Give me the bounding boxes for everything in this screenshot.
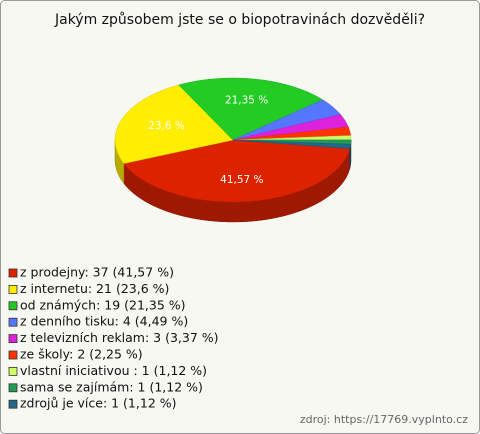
legend-label: z internetu: 21 (23,6 %) [20, 281, 169, 296]
legend-swatch [8, 301, 18, 311]
value-label: 41,57 % [220, 174, 263, 186]
legend-label: ze školy: 2 (2,25 %) [20, 347, 143, 362]
legend-label: vlastní iniciativou : 1 (1,12 %) [20, 363, 207, 378]
slice [123, 139, 351, 203]
slice [232, 139, 352, 149]
slice [114, 84, 234, 164]
source: zdroj: https://17769.vyplnto.cz [300, 413, 468, 426]
legend-label: zdrojů je více: 1 (1,12 %) [20, 396, 177, 411]
legend-swatch [8, 334, 18, 344]
legend-swatch [8, 366, 18, 376]
legend-swatch [8, 317, 18, 327]
legend-swatch [8, 284, 18, 294]
legend-label: z prodejny: 37 (41,57 %) [20, 265, 174, 280]
slice [178, 77, 324, 141]
legend-label: z televizních reklam: 3 (3,37 %) [20, 330, 219, 345]
legend-label: z denního tisku: 4 (4,49 %) [20, 314, 188, 329]
value-label: 23,6 % [148, 120, 185, 132]
legend-swatch [8, 383, 18, 393]
legend-swatch [8, 399, 18, 409]
legend-label: od známých: 19 (21,35 %) [20, 297, 186, 312]
legend-swatch [8, 350, 18, 360]
legend-swatch [8, 268, 18, 278]
value-label: 21,35 % [225, 94, 268, 106]
legend-label: sama se zajímám: 1 (1,12 %) [20, 379, 203, 394]
chart-title: Jakým způsobem jste se o biopotravinách … [54, 12, 425, 28]
